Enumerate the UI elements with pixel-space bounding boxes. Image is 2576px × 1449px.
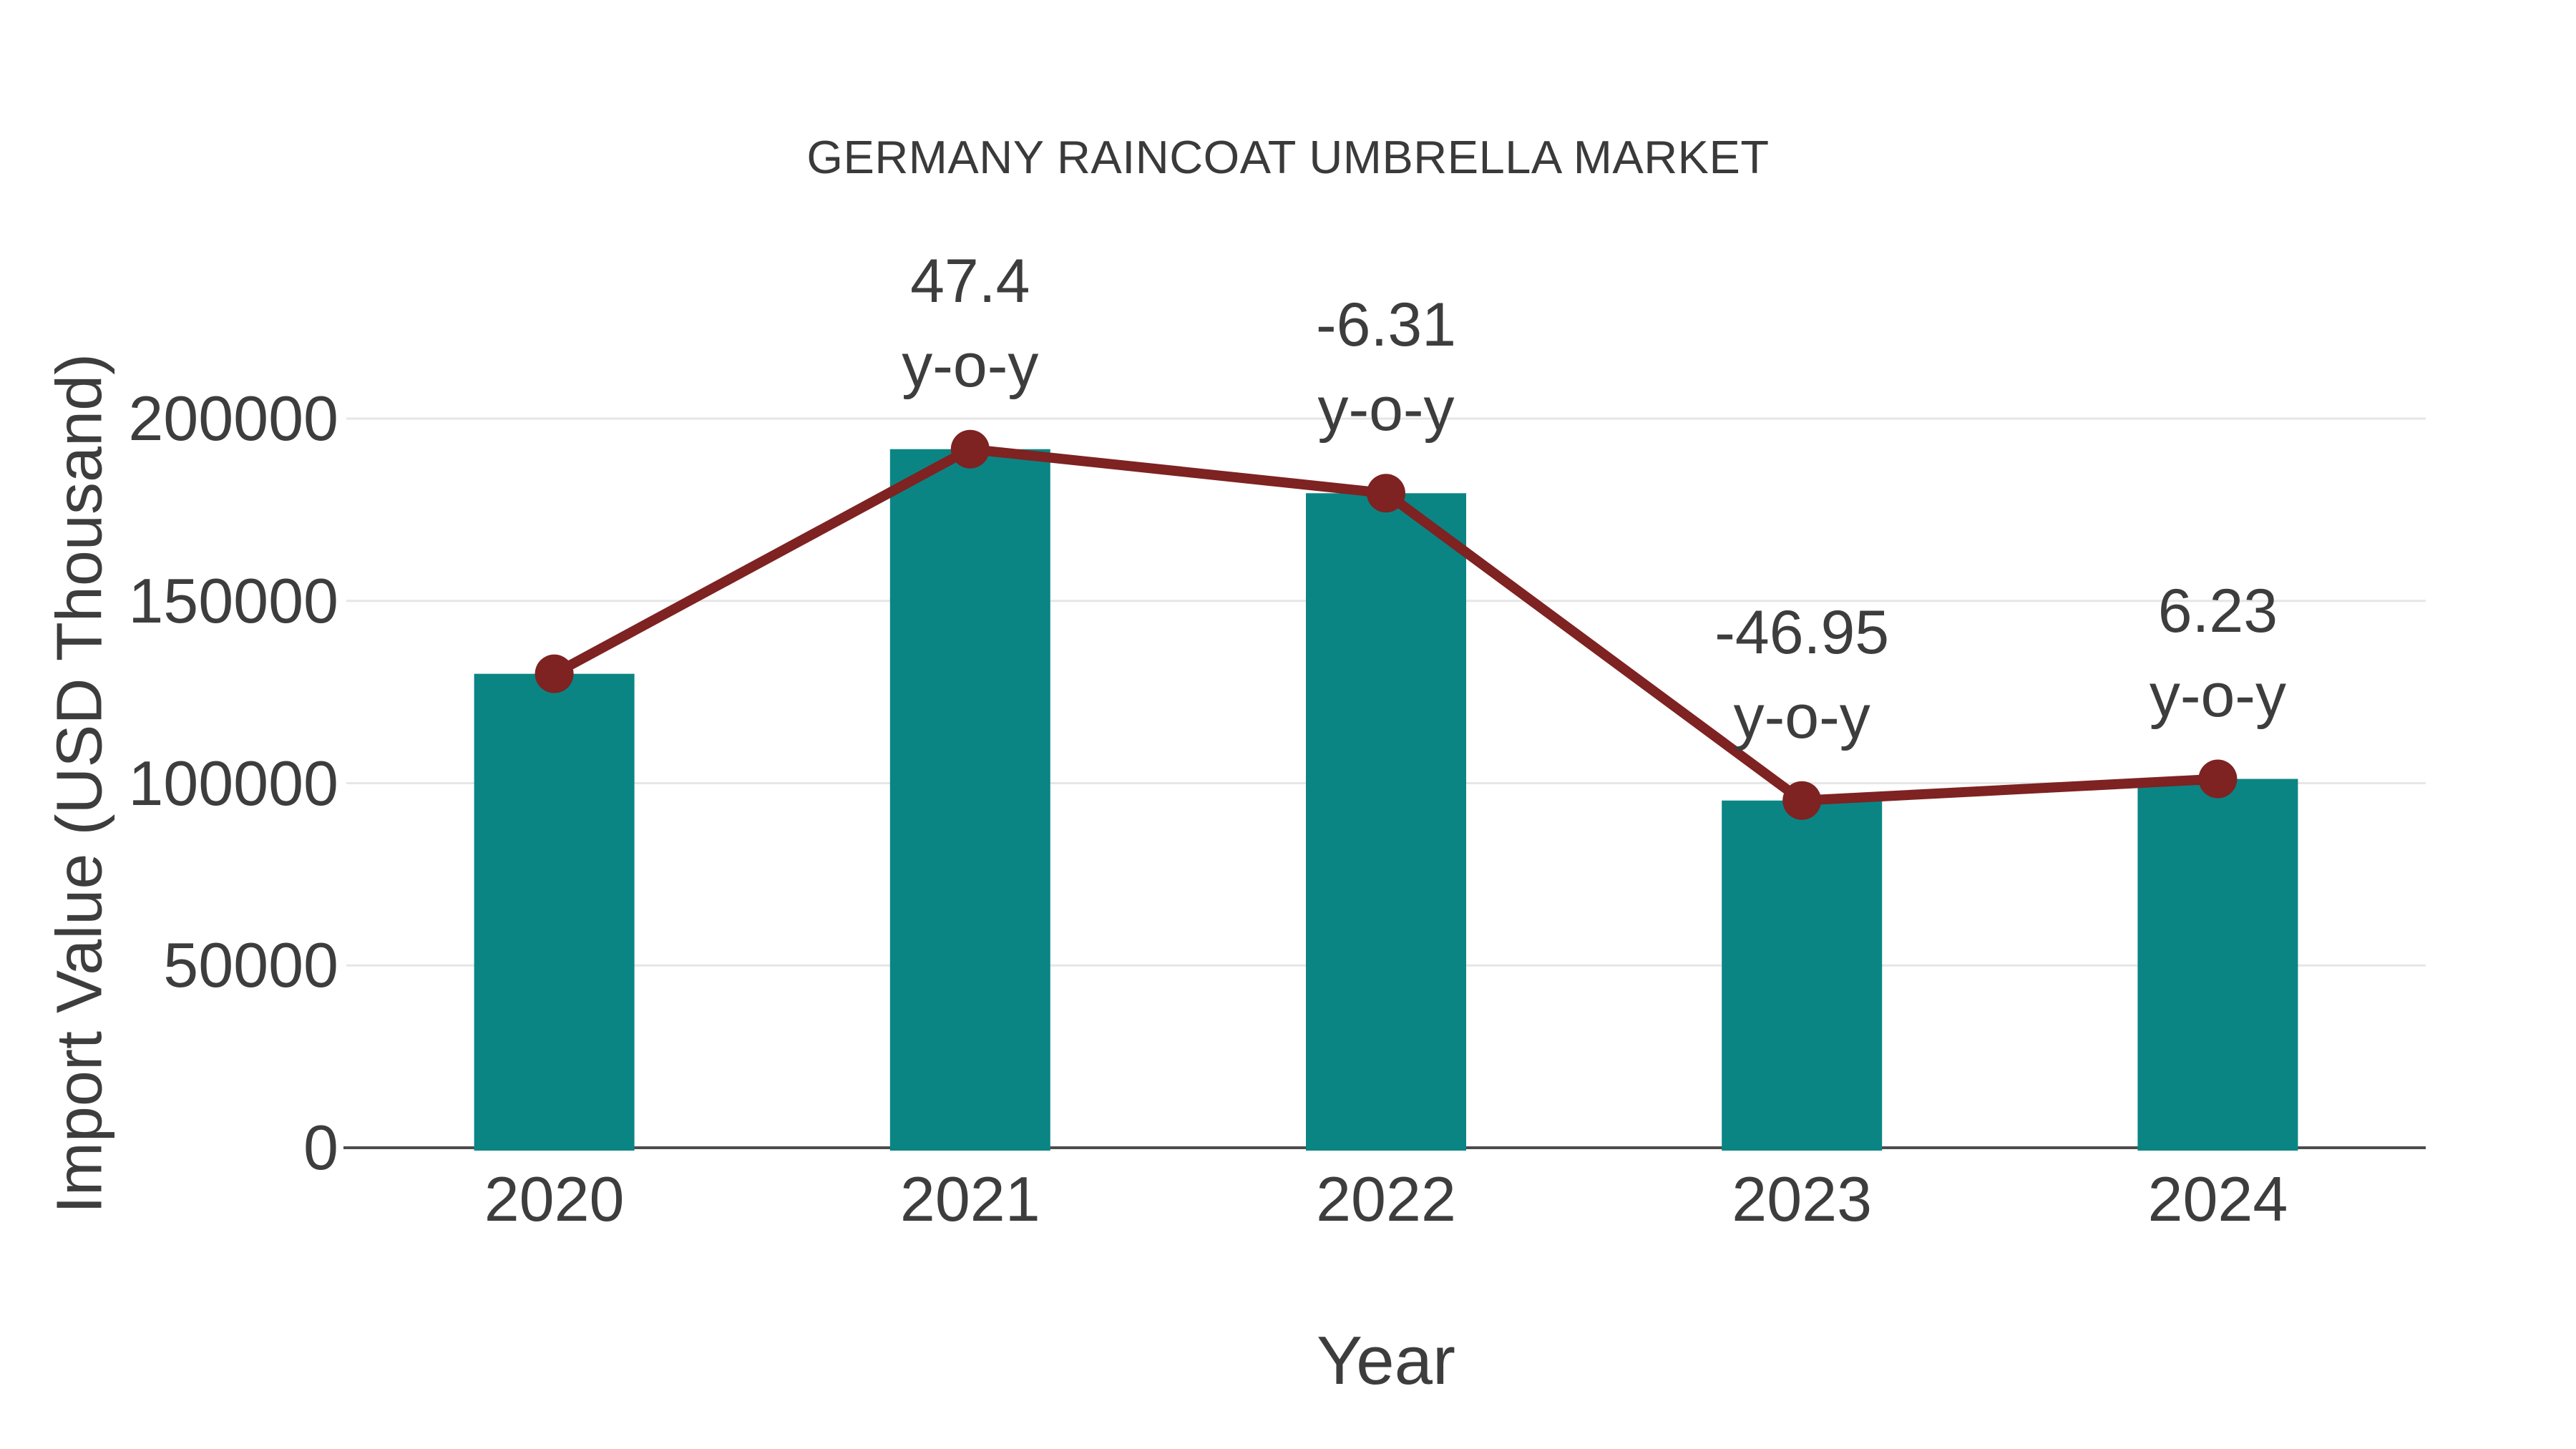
bar-2022	[1306, 493, 1466, 1151]
y-tick-label-0: 0	[303, 1112, 338, 1183]
line-marker-2024	[2198, 759, 2238, 799]
yoy-annotation-2024: 6.23 y-o-y	[2150, 569, 2286, 738]
x-tick-label-2022: 2022	[1316, 1163, 1456, 1234]
bar-2023	[1722, 800, 1883, 1151]
y-tick-label-50000: 50000	[163, 930, 338, 1001]
line-marker-2023	[1782, 781, 1822, 820]
yoy-annotation-2022: -6.31 y-o-y	[1316, 283, 1456, 452]
y-tick-label-100000: 100000	[128, 747, 338, 819]
line-marker-2020	[535, 654, 574, 693]
x-tick-label-2023: 2023	[1732, 1163, 1873, 1234]
yoy-value: -46.95	[1714, 597, 1890, 667]
yoy-value: 6.23	[2157, 576, 2278, 645]
yoy-annotation-2021: 47.4 y-o-y	[902, 239, 1038, 408]
yoy-value: 47.4	[910, 246, 1030, 316]
line-marker-2022	[1367, 474, 1405, 513]
x-tick-label-2020: 2020	[484, 1163, 625, 1234]
y-tick-label-150000: 150000	[128, 565, 338, 636]
yoy-value: -6.31	[1315, 291, 1457, 360]
x-axis-title: Year	[1317, 1322, 1455, 1399]
bar-2020	[474, 673, 635, 1151]
line-marker-2021	[950, 429, 990, 469]
yoy-suffix: y-o-y	[902, 331, 1039, 400]
bar-2024	[2137, 779, 2298, 1151]
chart-title: GERMANY RAINCOAT UMBRELLA MARKET	[806, 131, 1770, 183]
yoy-annotation-2023: -46.95 y-o-y	[1714, 590, 1889, 759]
yoy-suffix: y-o-y	[1733, 682, 1870, 751]
y-tick-label-200000: 200000	[128, 383, 338, 454]
x-tick-label-2021: 2021	[899, 1163, 1040, 1234]
yoy-suffix: y-o-y	[2149, 660, 2286, 730]
x-tick-label-2024: 2024	[2147, 1163, 2288, 1234]
yoy-suffix: y-o-y	[1317, 375, 1455, 444]
bar-2021	[889, 449, 1050, 1151]
